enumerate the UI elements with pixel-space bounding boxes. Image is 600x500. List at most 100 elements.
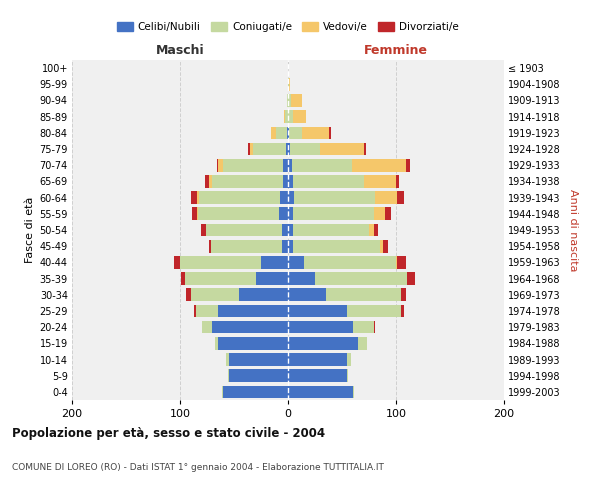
Bar	[288, 256, 304, 268]
Bar	[223, 159, 288, 172]
Bar	[199, 192, 288, 204]
Bar	[288, 321, 353, 334]
Bar	[288, 337, 367, 349]
Bar	[283, 159, 288, 172]
Bar	[218, 304, 288, 318]
Bar	[288, 240, 380, 252]
Text: COMUNE DI LOREO (RO) - Dati ISTAT 1° gennaio 2004 - Elaborazione TUTTITALIA.IT: COMUNE DI LOREO (RO) - Dati ISTAT 1° gen…	[12, 462, 384, 471]
Bar	[191, 192, 288, 204]
Bar	[288, 142, 320, 156]
Bar	[211, 240, 288, 252]
Bar	[288, 353, 350, 366]
Text: Femmine: Femmine	[364, 44, 428, 57]
Bar	[288, 288, 401, 301]
Bar	[288, 386, 353, 398]
Bar	[288, 159, 410, 172]
Bar	[248, 142, 288, 156]
Bar	[288, 142, 366, 156]
Bar	[288, 159, 292, 172]
Bar	[288, 94, 291, 107]
Bar	[192, 208, 288, 220]
Bar	[288, 304, 401, 318]
Bar	[288, 272, 415, 285]
Bar	[288, 192, 397, 204]
Bar	[288, 142, 364, 156]
Bar	[218, 337, 288, 349]
Bar	[288, 321, 374, 334]
Bar	[288, 272, 315, 285]
Bar	[185, 272, 288, 285]
Text: Popolazione per età, sesso e stato civile - 2004: Popolazione per età, sesso e stato civil…	[12, 428, 325, 440]
Bar	[288, 192, 404, 204]
Bar	[288, 142, 290, 156]
Bar	[197, 192, 288, 204]
Bar	[180, 256, 288, 268]
Bar	[288, 304, 404, 318]
Bar	[173, 256, 288, 268]
Bar	[288, 353, 347, 366]
Bar	[196, 304, 288, 318]
Bar	[227, 370, 288, 382]
Bar	[288, 370, 349, 382]
Bar	[226, 353, 288, 366]
Bar	[288, 224, 293, 236]
Bar	[288, 192, 295, 204]
Bar	[288, 224, 374, 236]
Bar	[206, 224, 288, 236]
Bar	[215, 337, 288, 349]
Bar	[229, 353, 288, 366]
Text: Maschi: Maschi	[155, 44, 205, 57]
Bar	[261, 256, 288, 268]
Bar	[288, 224, 369, 236]
Bar	[288, 208, 385, 220]
Bar	[222, 386, 288, 398]
Bar	[288, 192, 376, 204]
Y-axis label: Fasce di età: Fasce di età	[25, 197, 35, 263]
Bar	[288, 240, 383, 252]
Y-axis label: Anni di nascita: Anni di nascita	[568, 188, 578, 271]
Bar	[288, 208, 293, 220]
Bar	[218, 159, 288, 172]
Bar	[288, 126, 289, 139]
Bar	[256, 272, 288, 285]
Bar	[288, 110, 307, 123]
Bar	[280, 208, 288, 220]
Bar	[287, 126, 288, 139]
Bar	[288, 110, 293, 123]
Bar	[288, 208, 391, 220]
Bar	[288, 288, 326, 301]
Bar	[288, 256, 406, 268]
Bar	[239, 288, 288, 301]
Bar	[212, 321, 288, 334]
Bar	[288, 126, 329, 139]
Bar	[191, 288, 288, 301]
Bar	[288, 159, 406, 172]
Bar	[288, 321, 376, 334]
Bar	[212, 175, 288, 188]
Bar	[288, 240, 293, 252]
Bar	[205, 175, 288, 188]
Bar	[288, 256, 396, 268]
Bar	[281, 224, 288, 236]
Bar	[288, 175, 399, 188]
Bar	[199, 208, 288, 220]
Bar	[288, 304, 347, 318]
Bar	[288, 288, 406, 301]
Bar	[288, 126, 302, 139]
Bar	[194, 304, 288, 318]
Bar	[288, 224, 377, 236]
Bar	[271, 126, 288, 139]
Bar	[288, 175, 293, 188]
Legend: Celibi/Nubili, Coniugati/e, Vedovi/e, Divorziati/e: Celibi/Nubili, Coniugati/e, Vedovi/e, Di…	[113, 18, 463, 36]
Bar	[288, 256, 397, 268]
Bar	[288, 159, 352, 172]
Bar	[250, 142, 288, 156]
Bar	[181, 272, 288, 285]
Bar	[288, 337, 358, 349]
Bar	[286, 142, 288, 156]
Bar	[288, 208, 374, 220]
Bar	[281, 240, 288, 252]
Bar	[288, 240, 388, 252]
Bar	[288, 272, 407, 285]
Bar	[288, 78, 290, 90]
